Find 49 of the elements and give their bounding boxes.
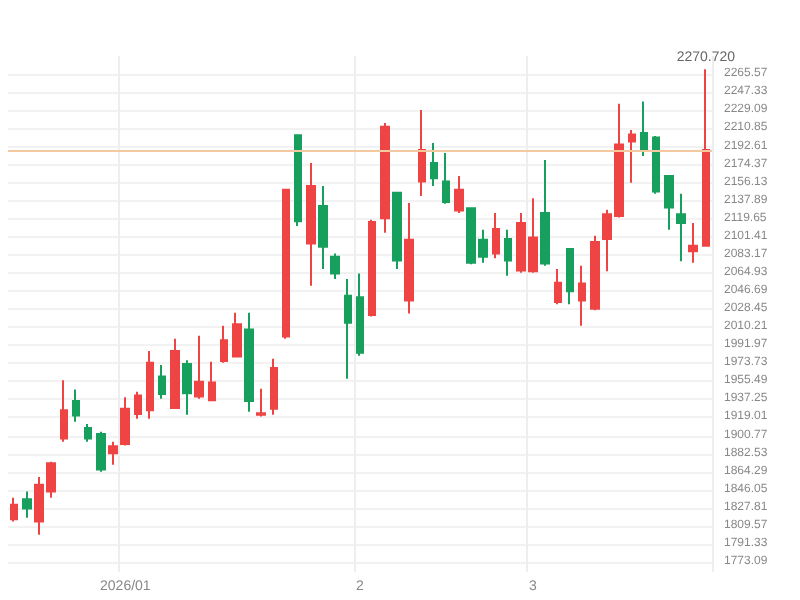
candlestick — [256, 387, 266, 418]
candlestick — [134, 390, 142, 420]
candlestick — [454, 175, 464, 214]
candlestick — [158, 363, 166, 400]
candlestick — [418, 108, 426, 197]
candlestick — [170, 337, 180, 410]
candlestick — [504, 228, 512, 277]
candlestick — [380, 121, 390, 234]
candlestick — [96, 430, 106, 473]
candlestick — [330, 252, 340, 280]
candlestick — [664, 174, 674, 231]
candlestick — [554, 267, 562, 306]
candlestick — [270, 357, 278, 416]
candlestick — [640, 100, 648, 158]
candlestick — [194, 334, 204, 400]
candlestick — [676, 192, 686, 263]
candlestick — [10, 496, 18, 523]
candlestick — [72, 388, 80, 423]
candlestick — [146, 350, 154, 420]
candlestick — [652, 135, 660, 195]
candlestick — [294, 133, 302, 227]
candlestick — [356, 272, 364, 357]
candlestick — [232, 311, 242, 359]
candlestick — [208, 360, 216, 402]
candlestick — [244, 311, 254, 413]
candlestick — [306, 161, 316, 287]
candlestick — [702, 68, 710, 248]
candlestick — [492, 211, 500, 260]
candlestick — [404, 201, 414, 315]
candlestick — [566, 247, 574, 306]
candlestick — [688, 221, 698, 264]
candlestick — [60, 379, 68, 443]
candlestick — [220, 324, 228, 364]
candlestick — [392, 191, 402, 270]
candlestick — [628, 128, 636, 184]
candlestick — [590, 234, 600, 312]
candlestick — [368, 218, 376, 318]
candlestick — [344, 277, 352, 380]
candlestick — [540, 158, 550, 267]
candlestick — [318, 184, 328, 270]
candlestick — [282, 187, 290, 340]
candlestick — [108, 440, 118, 466]
candlestick — [120, 396, 130, 447]
candlestick — [182, 359, 192, 416]
candlestick — [442, 151, 450, 205]
candlestick — [22, 490, 32, 519]
candlestick — [84, 423, 92, 443]
candlestick — [578, 264, 586, 327]
candlestick — [430, 141, 438, 187]
